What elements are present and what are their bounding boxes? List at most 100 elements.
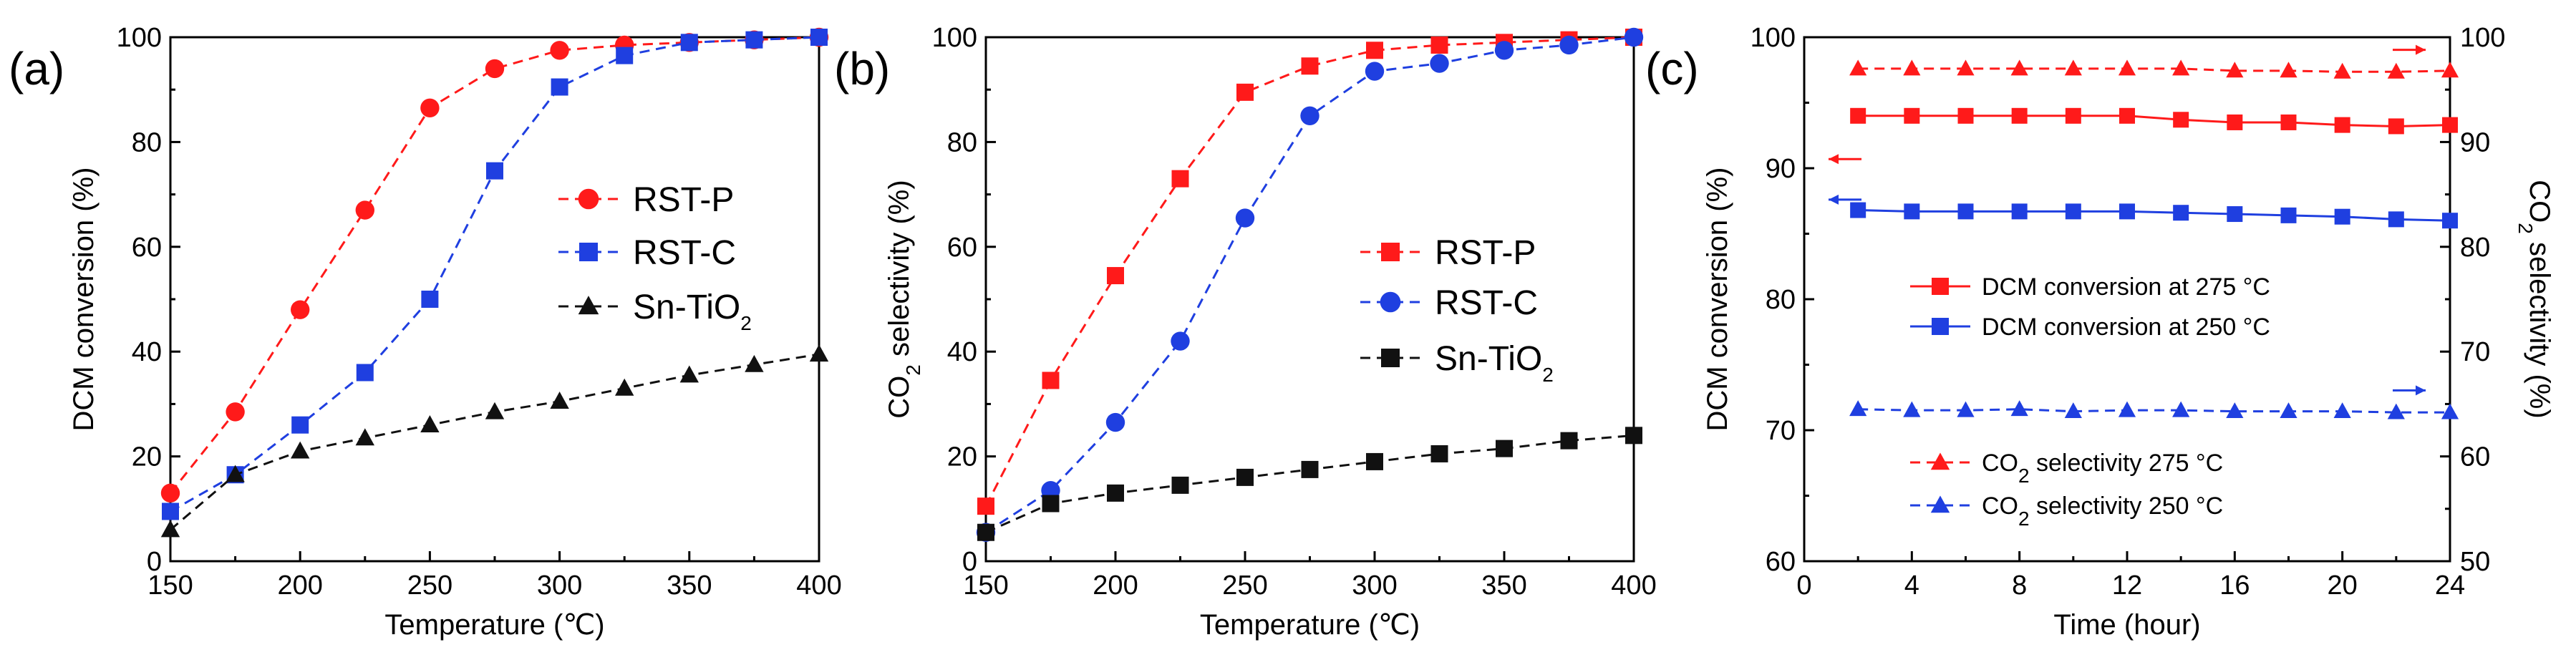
legend-item: DCM conversion at 250 °C [1910,314,2270,341]
legend-marker [1380,291,1401,313]
data-point [355,428,374,446]
data-point [2388,211,2404,228]
data-point [420,98,440,118]
data-point [1171,170,1189,188]
data-point [1235,208,1255,228]
legend-label: RST-C [633,234,736,272]
y-axis-title: DCM conversion (%) [68,168,100,432]
x-tick-label: 200 [1093,571,1138,601]
y-right-axis-title: CO2 selectivity (%) [2515,180,2556,418]
data-point [1105,412,1125,432]
data-point [1849,400,1867,417]
x-tick-label: 150 [147,571,193,601]
legend-marker [1930,495,1950,513]
arrow-right-lower [2393,385,2426,396]
data-point [2334,117,2350,133]
y-right-tick-label: 60 [2460,442,2490,472]
x-axis-title: Temperature (℃) [384,609,604,641]
series-line [1858,115,2451,127]
x-tick-label: 16 [2219,571,2250,601]
arrow-left-blue [1829,194,1861,205]
legend-item: RST-C [1360,284,1538,322]
panel-label: (a) [9,43,64,94]
x-tick-label: 200 [277,571,322,601]
data-point [1850,107,1866,124]
series-2 [162,29,828,520]
data-point [2280,114,2297,130]
data-point [2227,114,2243,130]
data-point [291,441,310,459]
y-tick-label: 40 [132,337,162,367]
x-tick-label: 350 [1481,571,1526,601]
legend-marker [1932,278,1949,295]
data-point [2387,62,2405,79]
x-tick-label: 400 [796,571,841,601]
x-tick-label: 300 [1352,571,1397,601]
x-axis-title: Temperature (℃) [1200,609,1420,641]
data-point [2065,107,2081,124]
y-right-tick-label: 80 [2460,233,2490,263]
data-point [2226,62,2244,78]
legend-label: RST-P [1435,234,1536,272]
data-point [977,497,994,515]
legend-label: RST-P [633,181,734,219]
data-point [1430,36,1448,54]
data-point [2441,62,2459,78]
data-point [551,78,568,96]
data-point [2442,117,2458,133]
data-point [2064,59,2082,76]
data-point [2387,403,2405,419]
data-point [2334,208,2350,225]
data-point [1107,267,1124,285]
legend-marker [578,296,599,315]
data-point [679,365,699,383]
data-point [2333,62,2351,79]
y-right-tick-label: 100 [2460,23,2505,53]
data-point [226,465,245,482]
legend-label: Sn-TiO2 [1435,340,1554,386]
y-tick-label: 90 [1766,154,1796,184]
legend-item: CO2 selectivity 250 °C [1910,492,2223,530]
arrow-head [1829,194,1839,205]
data-point [1904,107,1920,124]
legend-item: RST-P [558,181,734,219]
series-line [170,36,820,513]
data-point [2227,206,2243,223]
data-point [1366,452,1383,470]
data-point [745,354,764,372]
data-point [1301,460,1319,478]
data-point [2010,400,2028,417]
x-tick-label: 24 [2435,571,2465,601]
y-tick-label: 100 [932,23,977,53]
legend-item: DCM conversion at 275 °C [1910,273,2270,301]
legend-item: RST-P [1360,234,1536,272]
data-point [2010,59,2028,76]
data-point [291,300,310,319]
data-point [2173,112,2189,128]
y-right-tick-label: 50 [2460,547,2490,577]
data-point [291,416,309,434]
data-point [2280,402,2297,419]
data-point [1365,62,1385,81]
y-axis-title: DCM conversion (%) [1702,168,1733,432]
data-point [2280,207,2297,223]
y-tick-label: 80 [132,127,162,157]
data-point [680,34,698,52]
series-line [170,353,820,531]
x-tick-label: 300 [537,571,582,601]
series-1 [977,29,1642,515]
legend-marker [579,243,598,261]
data-point [160,520,180,538]
x-tick-label: 250 [407,571,452,601]
series-line [1858,67,2451,73]
data-point [809,344,829,362]
data-point [2442,213,2458,229]
data-point [1107,484,1124,502]
data-point [2064,402,2082,419]
y-right-tick-label: 90 [2460,127,2490,157]
data-point [1366,42,1383,59]
y-tick-label: 60 [947,233,977,263]
series-line [984,36,1635,507]
y-tick-label: 60 [1766,547,1796,577]
